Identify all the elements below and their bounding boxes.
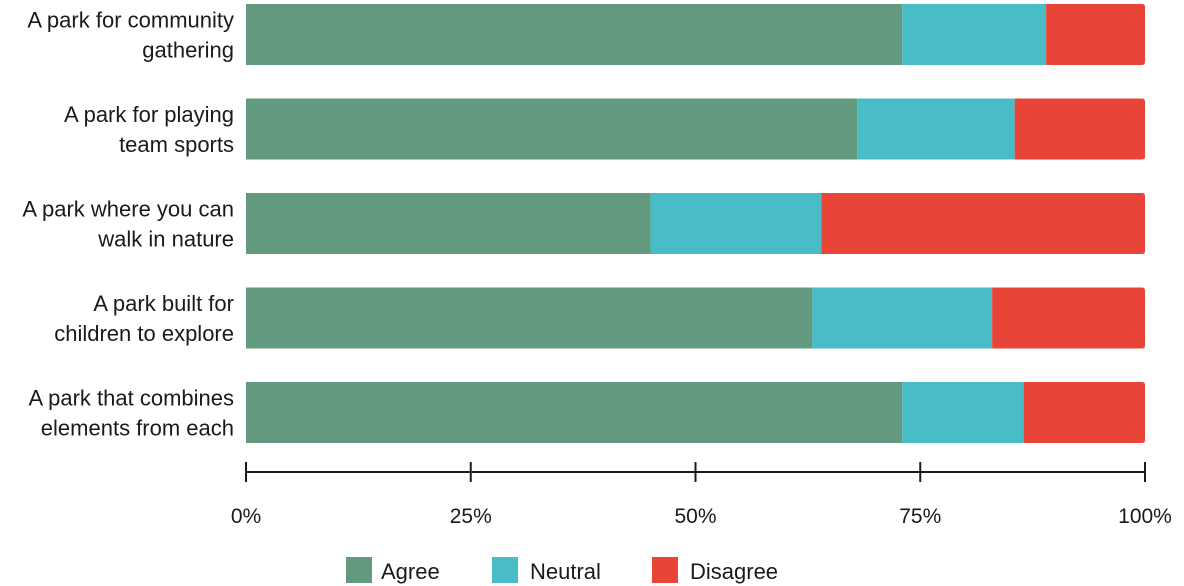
category-label: A park built for: [93, 291, 234, 316]
legend-swatch: [652, 557, 678, 583]
bar-disagree: [1023, 382, 1145, 443]
x-tick-label: 0%: [231, 505, 261, 528]
legend-item-neutral: Neutral: [492, 557, 601, 584]
category-label: A park for community: [27, 8, 234, 33]
legend-item-disagree: Disagree: [652, 557, 778, 584]
x-tick-label: 50%: [674, 505, 716, 528]
bar-segment: [246, 382, 903, 443]
bar-agree: [246, 4, 903, 65]
category-labels: A park for community gathering A park for …: [22, 8, 234, 441]
x-axis: 0% 25% 50% 75% 100%: [231, 462, 1172, 528]
legend-label: Disagree: [690, 559, 778, 584]
bar-segment: [812, 287, 993, 349]
category-label: team sports: [119, 132, 234, 157]
category-label: A park where you can: [22, 197, 234, 222]
category-label: walk in nature: [97, 227, 234, 252]
bar-segment: [1014, 98, 1145, 160]
bar-agree: [246, 98, 858, 160]
bar-segment: [246, 98, 858, 160]
bar-neutral: [857, 98, 1015, 160]
category-label: gathering: [142, 38, 234, 63]
legend-swatch: [492, 557, 518, 583]
legend: Agree Neutral Disagree: [346, 557, 778, 584]
category-label: elements from each: [41, 416, 234, 441]
bar-neutral: [902, 382, 1024, 443]
legend-label: Agree: [381, 559, 440, 584]
bar-segment: [246, 4, 903, 65]
bar-segment: [650, 193, 822, 254]
bar-neutral: [650, 193, 822, 254]
bar-segment: [246, 193, 651, 254]
x-tick-label: 25%: [450, 505, 492, 528]
bar-segment: [246, 287, 813, 349]
bar-agree: [246, 382, 903, 443]
bar-disagree: [1014, 98, 1145, 160]
bar-neutral: [812, 287, 993, 349]
bar-agree: [246, 193, 651, 254]
legend-swatch: [346, 557, 372, 583]
x-tick-label: 75%: [899, 505, 941, 528]
bar-agree: [246, 287, 813, 349]
legend-item-agree: Agree: [346, 557, 440, 584]
bar-segment: [1023, 382, 1145, 443]
bar-disagree: [1046, 4, 1145, 65]
bar-segment: [992, 287, 1145, 349]
bars: [246, 4, 1145, 443]
bar-segment: [902, 382, 1024, 443]
x-tick-label: 100%: [1118, 505, 1172, 528]
bar-disagree: [821, 193, 1145, 254]
bar-segment: [1046, 4, 1145, 65]
bar-segment: [857, 98, 1015, 160]
bar-disagree: [992, 287, 1145, 349]
bar-segment: [902, 4, 1047, 65]
bar-neutral: [902, 4, 1047, 65]
category-label: A park for playing: [64, 102, 234, 127]
bar-segment: [821, 193, 1145, 254]
legend-label: Neutral: [530, 559, 601, 584]
category-label: children to explore: [54, 321, 234, 346]
category-label: A park that combines: [29, 386, 234, 411]
